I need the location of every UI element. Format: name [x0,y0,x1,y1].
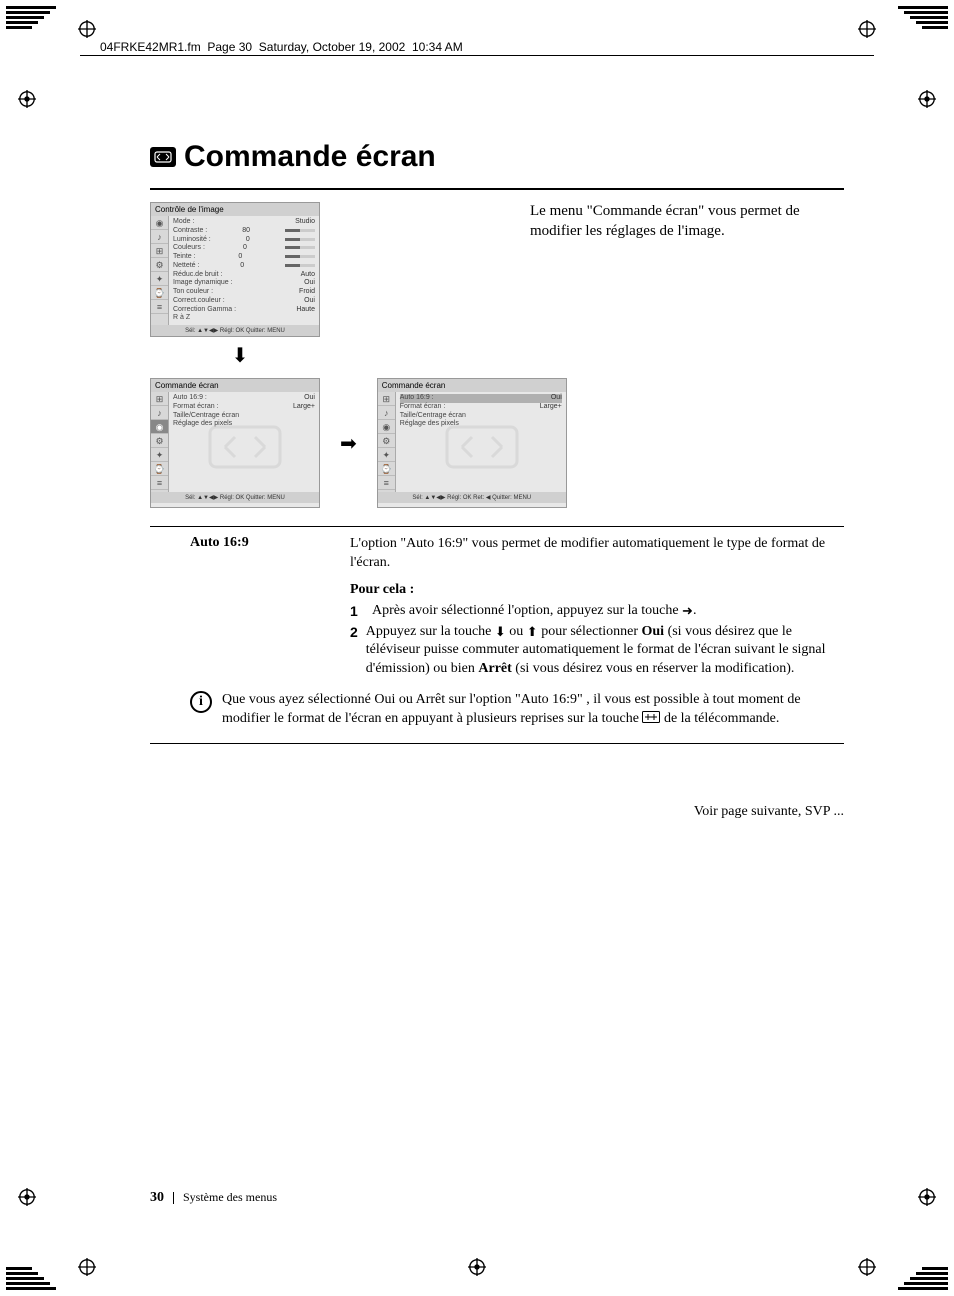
right-arrow-icon: ➡ [340,431,357,456]
down-arrow-icon: ⬇ [495,623,506,641]
reg-mark-icon [918,1188,936,1206]
section-rule [150,743,844,744]
step-number: 1 [350,602,364,621]
osd-title: Commande écran [378,379,566,392]
step-number: 2 [350,623,358,680]
info-text: Que vous ayez sélectionné Oui ou Arrêt s… [222,691,844,729]
reg-mark-icon [18,90,36,108]
step-text: (si vous désirez vous en réserver la mod… [512,661,795,676]
print-bars-br [898,1260,948,1290]
continue-text: Voir page suivante, SVP ... [150,804,844,820]
section-desc: L'option "Auto 16:9" vous permet de modi… [350,535,844,573]
screen-icon [150,147,176,167]
format-button-icon [642,710,660,728]
osd-rows: Auto 16:9 :Oui Format écran :Large+ Tail… [169,392,319,492]
osd-title: Commande écran [151,379,319,392]
osd-rows: Auto 16:9 :Oui Format écran :Large+ Tail… [396,392,566,492]
step-text: pour sélectionner [538,624,642,639]
step-bold: Oui [641,624,664,639]
time: 10:34 AM [412,40,463,54]
date: Saturday, October 19, 2002 [259,40,406,54]
page-title: Commande écran [184,140,436,174]
section-label: Auto 16:9 [150,535,330,681]
osd-commande-ecran-1: Commande écran ⊞♪◉⚙✦⌚≡ Auto 16:9 :Oui Fo… [150,378,320,508]
footer-section: Système des menus [183,1190,277,1204]
reg-mark-icon [78,1258,96,1276]
print-bars-tl [6,6,56,36]
osd-side-icons: ◉♪⊞⚙✦⌚≡ [151,216,169,325]
reg-mark-icon [468,1258,486,1276]
reg-mark-icon [78,20,96,38]
print-bars-bl [6,1260,56,1290]
reg-mark-icon [858,20,876,38]
up-arrow-icon: ⬆ [527,623,538,641]
footer-separator [173,1192,174,1204]
step-text: ou [506,624,527,639]
osd-commande-ecran-2: Commande écran ⊞♪◉⚙✦⌚≡ Auto 16:9 :Oui Fo… [377,378,567,508]
reg-mark-icon [18,1188,36,1206]
intro-text: Le menu "Commande écran" vous permet de … [350,202,844,374]
step-text: Après avoir sélectionné l'option, appuye… [372,603,682,618]
osd-controle-image: Contrôle de l'image ◉♪⊞⚙✦⌚≡ Mode :Studio… [150,202,320,337]
section-rule [150,526,844,527]
step-2: 2 Appuyez sur la touche ⬇ ou ⬆ pour séle… [350,623,844,680]
reg-mark-icon [858,1258,876,1276]
osd-title: Contrôle de l'image [151,203,319,216]
step-text: Appuyez sur la touche [366,624,495,639]
page-number: 30 [150,1190,164,1205]
page-info: Page 30 [207,40,252,54]
osd-side-icons: ⊞♪◉⚙✦⌚≡ [151,392,169,492]
print-bars-tr [898,6,948,36]
step-bold: Arrêt [478,661,511,676]
down-arrow-icon: ⬇ [150,343,330,368]
osd-footer: Sél: ▲▼◀▶ Régl: OK Ret: ◀ Quitter: MENU [378,492,566,503]
info-icon: i [190,691,212,713]
step-1: 1 Après avoir sélectionné l'option, appu… [350,602,844,621]
filename: 04FRKE42MR1.fm [100,40,201,54]
reg-mark-icon [918,90,936,108]
osd-footer: Sél: ▲▼◀▶ Régl: OK Quitter: MENU [151,325,319,336]
section-subhead: Pour cela : [350,581,844,600]
title-rule [150,188,844,190]
osd-side-icons: ⊞♪◉⚙✦⌚≡ [378,392,396,492]
right-arrow-icon: ➜ [682,602,693,620]
file-header: 04FRKE42MR1.fm Page 30 Saturday, October… [100,40,463,54]
step-text: . [693,603,697,618]
osd-footer: Sél: ▲▼◀▶ Régl: OK Quitter: MENU [151,492,319,503]
page-footer: 30 Système des menus [150,1190,277,1206]
osd-rows: Mode :Studio Contraste :80 Luminosité :0… [169,216,319,325]
header-rule [80,55,874,56]
